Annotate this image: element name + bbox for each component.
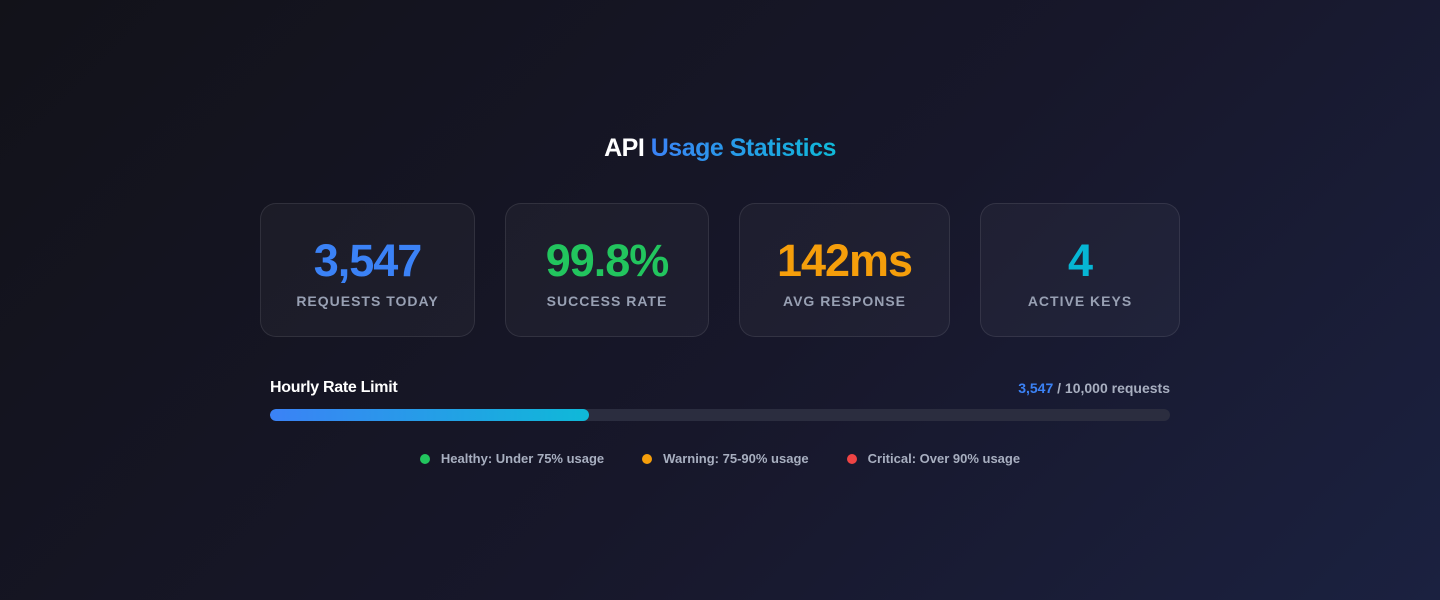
rate-limit-used: 3,547 (1018, 380, 1054, 396)
rate-limit-progress-fill (270, 409, 590, 421)
legend-label: Warning: 75-90% usage (663, 451, 809, 466)
rate-limit-readout: 3,547 / 10,000 requests (1018, 378, 1170, 398)
stat-card-success-rate: 99.8% SUCCESS RATE (505, 203, 709, 337)
rate-limit-title: Hourly Rate Limit (270, 379, 398, 396)
stat-value: 4 (1067, 235, 1093, 286)
stat-value: 99.8% (545, 235, 670, 286)
usage-legend: Healthy: Under 75% usage Warning: 75-90%… (0, 450, 1440, 468)
page-title: API Usage Statistics (0, 133, 1440, 163)
legend-label: Critical: Over 90% usage (867, 451, 1021, 466)
rate-limit-total: / 10,000 requests (1053, 380, 1170, 396)
stat-value: 3,547 (313, 235, 423, 286)
stat-card-avg-response: 142ms AVG RESPONSE (739, 203, 950, 337)
critical-status-dot-icon (846, 454, 857, 464)
healthy-status-dot-icon (419, 454, 430, 464)
stat-label: REQUESTS TODAY (296, 293, 439, 309)
stat-card-requests-today: 3,547 REQUESTS TODAY (260, 203, 475, 337)
legend-item-warning: Warning: 75-90% usage (642, 450, 809, 468)
stat-card-active-keys: 4 ACTIVE KEYS (980, 203, 1180, 337)
stat-label: SUCCESS RATE (546, 293, 668, 309)
rate-limit-progress-track (270, 409, 1170, 421)
legend-label: Healthy: Under 75% usage (440, 451, 605, 466)
legend-item-healthy: Healthy: Under 75% usage (419, 450, 605, 468)
stat-label: ACTIVE KEYS (1027, 293, 1133, 309)
warning-status-dot-icon (642, 454, 653, 464)
stat-value: 142ms (776, 235, 913, 286)
page-title-accent: Usage Statistics (650, 134, 837, 162)
stat-label: AVG RESPONSE (783, 293, 906, 309)
page-title-prefix: API (604, 134, 645, 162)
legend-item-critical: Critical: Over 90% usage (846, 450, 1021, 468)
